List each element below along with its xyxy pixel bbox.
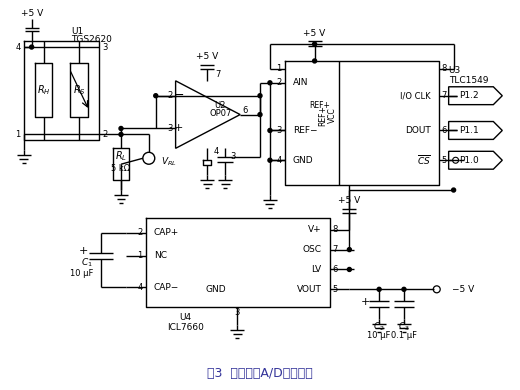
Text: 3: 3 bbox=[235, 308, 240, 317]
Circle shape bbox=[119, 126, 123, 131]
Text: +5 V: +5 V bbox=[338, 197, 360, 206]
Text: 6: 6 bbox=[242, 106, 248, 115]
Text: P1.2: P1.2 bbox=[459, 91, 478, 100]
Text: 3: 3 bbox=[102, 43, 108, 51]
Text: 1: 1 bbox=[138, 251, 143, 260]
Text: 4: 4 bbox=[213, 147, 218, 156]
Text: AIN: AIN bbox=[293, 78, 308, 87]
Circle shape bbox=[268, 128, 272, 133]
Text: 8: 8 bbox=[441, 64, 447, 73]
Text: 4: 4 bbox=[16, 43, 21, 51]
Text: REF+: REF+ bbox=[318, 105, 327, 126]
Circle shape bbox=[268, 81, 272, 85]
Circle shape bbox=[402, 287, 406, 291]
Text: OP07: OP07 bbox=[209, 109, 231, 118]
Text: 5 kΩ: 5 kΩ bbox=[111, 164, 131, 173]
Text: 2: 2 bbox=[167, 91, 173, 100]
Text: 7: 7 bbox=[332, 245, 338, 254]
Text: U1: U1 bbox=[71, 27, 84, 35]
Text: 6: 6 bbox=[441, 126, 447, 135]
Circle shape bbox=[119, 133, 123, 136]
Text: V+: V+ bbox=[308, 225, 321, 234]
Text: 7: 7 bbox=[215, 70, 220, 79]
Text: $C_3$: $C_3$ bbox=[398, 321, 410, 333]
Text: −: − bbox=[173, 89, 184, 102]
Circle shape bbox=[313, 42, 317, 46]
Text: P1.1: P1.1 bbox=[459, 126, 478, 135]
Text: REF−: REF− bbox=[293, 126, 317, 135]
Text: 3: 3 bbox=[277, 126, 282, 135]
Text: 7: 7 bbox=[441, 91, 447, 100]
Circle shape bbox=[154, 94, 158, 98]
Text: REF+: REF+ bbox=[309, 101, 330, 110]
Text: 2: 2 bbox=[102, 130, 108, 139]
Circle shape bbox=[268, 158, 272, 162]
Text: $R_L$: $R_L$ bbox=[115, 149, 127, 163]
Text: 3: 3 bbox=[230, 152, 236, 161]
Text: 1: 1 bbox=[16, 130, 21, 139]
Text: U4: U4 bbox=[179, 313, 191, 322]
Text: 5: 5 bbox=[441, 156, 447, 165]
Text: LV: LV bbox=[311, 265, 321, 274]
Text: $\overline{CS}$: $\overline{CS}$ bbox=[417, 153, 431, 167]
Text: 8: 8 bbox=[332, 225, 338, 234]
Text: 2: 2 bbox=[138, 228, 143, 237]
Circle shape bbox=[313, 59, 317, 63]
Text: U2: U2 bbox=[215, 101, 226, 110]
Text: 6: 6 bbox=[332, 265, 338, 274]
Text: 1: 1 bbox=[277, 64, 282, 73]
Text: OSC: OSC bbox=[303, 245, 321, 254]
Text: 10 μF: 10 μF bbox=[70, 269, 93, 278]
Text: GND: GND bbox=[205, 285, 226, 294]
Text: 3: 3 bbox=[167, 124, 173, 133]
Text: +5 V: +5 V bbox=[20, 9, 43, 18]
Text: 4: 4 bbox=[277, 156, 282, 165]
Text: U3: U3 bbox=[449, 66, 461, 75]
Text: 5: 5 bbox=[332, 285, 337, 294]
Text: 0.1 μF: 0.1 μF bbox=[391, 332, 417, 340]
Text: GND: GND bbox=[293, 156, 314, 165]
Text: +: + bbox=[174, 124, 183, 133]
Text: TLC1549: TLC1549 bbox=[449, 76, 488, 85]
Text: −5 V: −5 V bbox=[452, 285, 474, 294]
Circle shape bbox=[377, 287, 381, 291]
Text: $R_H$: $R_H$ bbox=[37, 83, 50, 97]
Text: VCC: VCC bbox=[328, 108, 337, 124]
Text: CAP+: CAP+ bbox=[154, 228, 179, 237]
Text: 2: 2 bbox=[277, 78, 282, 87]
Text: TGS2620: TGS2620 bbox=[71, 35, 112, 44]
Circle shape bbox=[347, 268, 352, 271]
Text: VOUT: VOUT bbox=[297, 285, 321, 294]
Text: P1.0: P1.0 bbox=[459, 156, 478, 165]
Text: $V_{RL}$: $V_{RL}$ bbox=[161, 156, 176, 168]
Text: +: + bbox=[360, 297, 370, 307]
Text: +5 V: +5 V bbox=[304, 28, 326, 38]
Circle shape bbox=[258, 94, 262, 98]
Text: $C_2$: $C_2$ bbox=[373, 321, 385, 333]
Text: 10 μF: 10 μF bbox=[368, 332, 391, 340]
Circle shape bbox=[30, 45, 34, 49]
Text: ICL7660: ICL7660 bbox=[167, 323, 204, 332]
Text: NC: NC bbox=[154, 251, 167, 260]
Text: $C_1$: $C_1$ bbox=[82, 256, 93, 269]
Text: DOUT: DOUT bbox=[405, 126, 431, 135]
Circle shape bbox=[347, 248, 352, 252]
Text: 4: 4 bbox=[138, 283, 143, 292]
Text: 图3  传感器与A/D转换电路: 图3 传感器与A/D转换电路 bbox=[207, 367, 313, 380]
Text: I/O CLK: I/O CLK bbox=[400, 91, 431, 100]
Text: $R_S$: $R_S$ bbox=[73, 83, 86, 97]
Text: +5 V: +5 V bbox=[196, 53, 218, 62]
Text: +: + bbox=[79, 246, 88, 255]
Circle shape bbox=[258, 113, 262, 117]
Circle shape bbox=[452, 188, 456, 192]
Text: CAP−: CAP− bbox=[154, 283, 179, 292]
